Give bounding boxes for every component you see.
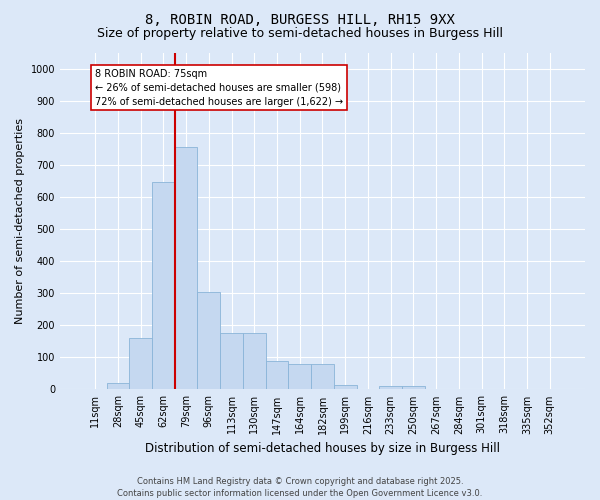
Bar [197,292,220,390]
Bar [402,386,425,390]
Bar [107,383,129,390]
X-axis label: Distribution of semi-detached houses by size in Burgess Hill: Distribution of semi-detached houses by … [145,442,500,455]
Bar [289,364,311,390]
Bar [220,334,243,390]
Bar [538,389,561,390]
Bar [515,389,538,390]
Bar [266,360,289,390]
Text: Contains HM Land Registry data © Crown copyright and database right 2025.
Contai: Contains HM Land Registry data © Crown c… [118,476,482,498]
Bar [243,334,266,390]
Y-axis label: Number of semi-detached properties: Number of semi-detached properties [15,118,25,324]
Bar [334,384,356,390]
Text: Size of property relative to semi-detached houses in Burgess Hill: Size of property relative to semi-detach… [97,28,503,40]
Bar [152,182,175,390]
Bar [311,364,334,390]
Text: 8, ROBIN ROAD, BURGESS HILL, RH15 9XX: 8, ROBIN ROAD, BURGESS HILL, RH15 9XX [145,12,455,26]
Text: 8 ROBIN ROAD: 75sqm
← 26% of semi-detached houses are smaller (598)
72% of semi-: 8 ROBIN ROAD: 75sqm ← 26% of semi-detach… [95,68,343,106]
Bar [379,386,402,390]
Bar [175,147,197,390]
Bar [129,338,152,390]
